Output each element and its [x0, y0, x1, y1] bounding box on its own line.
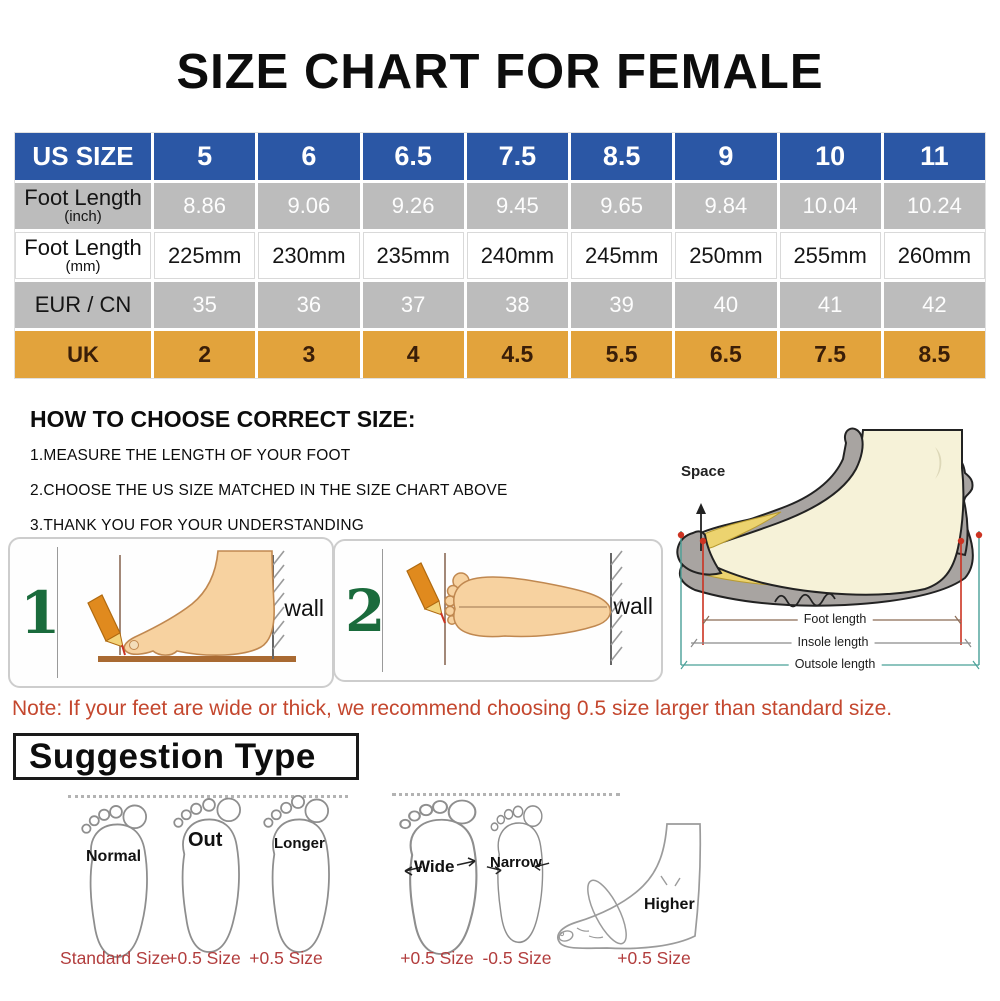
dotted-line [68, 795, 348, 798]
table-cell: 35 [154, 281, 256, 328]
table-row-label: US SIZE [15, 133, 151, 180]
size-recommendation: +0.5 Size [617, 948, 691, 968]
shoe-side-illustration [676, 427, 983, 670]
table-cell: 2 [154, 331, 256, 378]
step-1-number: 1 [20, 578, 61, 647]
space-label: Space [681, 463, 726, 480]
table-cell: 36 [258, 281, 360, 328]
outsole-length-label: Outsole length [788, 657, 882, 671]
table-cell: 8.86 [154, 182, 256, 229]
foot-label: Normal [86, 848, 142, 865]
table-cell: 9.65 [571, 182, 673, 229]
how-to-heading: HOW TO CHOOSE CORRECT SIZE: [30, 406, 416, 432]
table-cell: 3 [258, 331, 360, 378]
shoe-length-diagram: Space Foot length Insole length Outsole … [663, 413, 998, 691]
how-to-step-2: 2.CHOOSE THE US SIZE MATCHED IN THE SIZE… [30, 482, 508, 499]
table-cell: 42 [883, 281, 985, 328]
foot-outline-side-view [557, 823, 702, 950]
foot-length-label: Foot length [797, 612, 873, 626]
insole-length-label: Insole length [791, 635, 875, 649]
table-cell: 9 [675, 133, 777, 180]
table-cell: 245mm [571, 232, 673, 279]
table-cell: 250mm [675, 232, 777, 279]
table-cell: 10 [779, 133, 881, 180]
divider [382, 549, 383, 672]
table-cell: 7.5 [779, 331, 881, 378]
table-cell: 260mm [883, 232, 985, 279]
dotted-line [392, 793, 620, 796]
foot-diagram-normal: Normal [70, 800, 162, 960]
table-cell: 235mm [362, 232, 464, 279]
table-cell: 6 [258, 133, 360, 180]
foot-diagram-narrow: Narrow [478, 792, 558, 954]
size-recommendation: +0.5 Size [167, 948, 241, 968]
table-cell: 6.5 [675, 331, 777, 378]
table-cell: 4.5 [466, 331, 568, 378]
table-cell: 41 [779, 281, 881, 328]
step-2-number: 2 [345, 576, 386, 645]
table-row-label: UK [15, 331, 151, 378]
foot-diagram-higher: Higher [548, 820, 720, 955]
divider [57, 547, 58, 678]
how-to-step-1: 1.MEASURE THE LENGTH OF YOUR FOOT [30, 447, 351, 464]
table-cell: 240mm [466, 232, 568, 279]
size-recommendation: +0.5 Size [400, 948, 474, 968]
measure-step-1-box: 1 wall [8, 537, 334, 688]
wall-label: wall [284, 595, 324, 621]
foot-diagram-longer: Longer [252, 794, 344, 955]
foot-outline-top-view [399, 799, 478, 955]
size-recommendation: Standard Size [60, 948, 170, 968]
foot-label: Wide [414, 857, 455, 876]
table-cell: 39 [571, 281, 673, 328]
table-cell: 225mm [154, 232, 256, 279]
table-cell: 8.5 [883, 331, 985, 378]
size-recommendation: -0.5 Size [482, 948, 552, 968]
foot-outline-top-view [81, 804, 148, 958]
table-cell: 38 [466, 281, 568, 328]
table-cell: 10.04 [779, 182, 881, 229]
table-cell: 9.84 [675, 182, 777, 229]
foot-outline-top-view [173, 797, 241, 953]
foot-label: Higher [644, 896, 695, 913]
foot-outline-top-view [263, 794, 330, 953]
table-cell: 6.5 [362, 133, 464, 180]
size-recommendation: +0.5 Size [249, 948, 323, 968]
table-row-label: Foot Length (mm) [15, 232, 151, 279]
suggestion-type-heading: Suggestion Type [29, 736, 316, 776]
suggestion-type-box: Suggestion Type [13, 733, 359, 780]
table-row-label: Foot Length (inch) [15, 182, 151, 229]
table-cell: 255mm [779, 232, 881, 279]
table-cell: 11 [883, 133, 985, 180]
table-cell: 4 [362, 331, 464, 378]
table-cell: 40 [675, 281, 777, 328]
foot-label: Out [188, 829, 223, 851]
foot-outline-top-view [486, 805, 550, 944]
table-cell: 7.5 [466, 133, 568, 180]
foot-diagram-out: Out [162, 795, 254, 955]
size-chart-table: US SIZE 5 6 6.5 7.5 8.5 9 10 11 Foot Length (inch)… [14, 132, 986, 379]
table-cell: 9.26 [362, 182, 464, 229]
measure-foot-top-illustration [406, 550, 623, 665]
table-cell: 8.5 [571, 133, 673, 180]
foot-label: Longer [274, 835, 325, 852]
wall-label: wall [613, 593, 653, 619]
table-row-label: EUR / CN [15, 281, 151, 328]
table-cell: 9.06 [258, 182, 360, 229]
table-cell: 37 [362, 281, 464, 328]
foot-diagram-wide: Wide [392, 795, 488, 957]
table-cell: 9.45 [466, 182, 568, 229]
how-to-step-3: 3.THANK YOU FOR YOUR UNDERSTANDING [30, 517, 365, 534]
foot-label: Narrow [490, 854, 542, 871]
measure-foot-side-illustration [87, 550, 296, 662]
table-cell: 5 [154, 133, 256, 180]
page-title: SIZE CHART FOR FEMALE [176, 45, 824, 99]
table-cell: 230mm [258, 232, 360, 279]
note-text: Note: If your feet are wide or thick, we… [12, 697, 893, 720]
table-cell: 5.5 [571, 331, 673, 378]
how-to-section: HOW TO CHOOSE CORRECT SIZE: 1.MEASURE TH… [30, 406, 650, 552]
measure-step-2-box: 2 wall [333, 539, 663, 682]
table-cell: 10.24 [883, 182, 985, 229]
